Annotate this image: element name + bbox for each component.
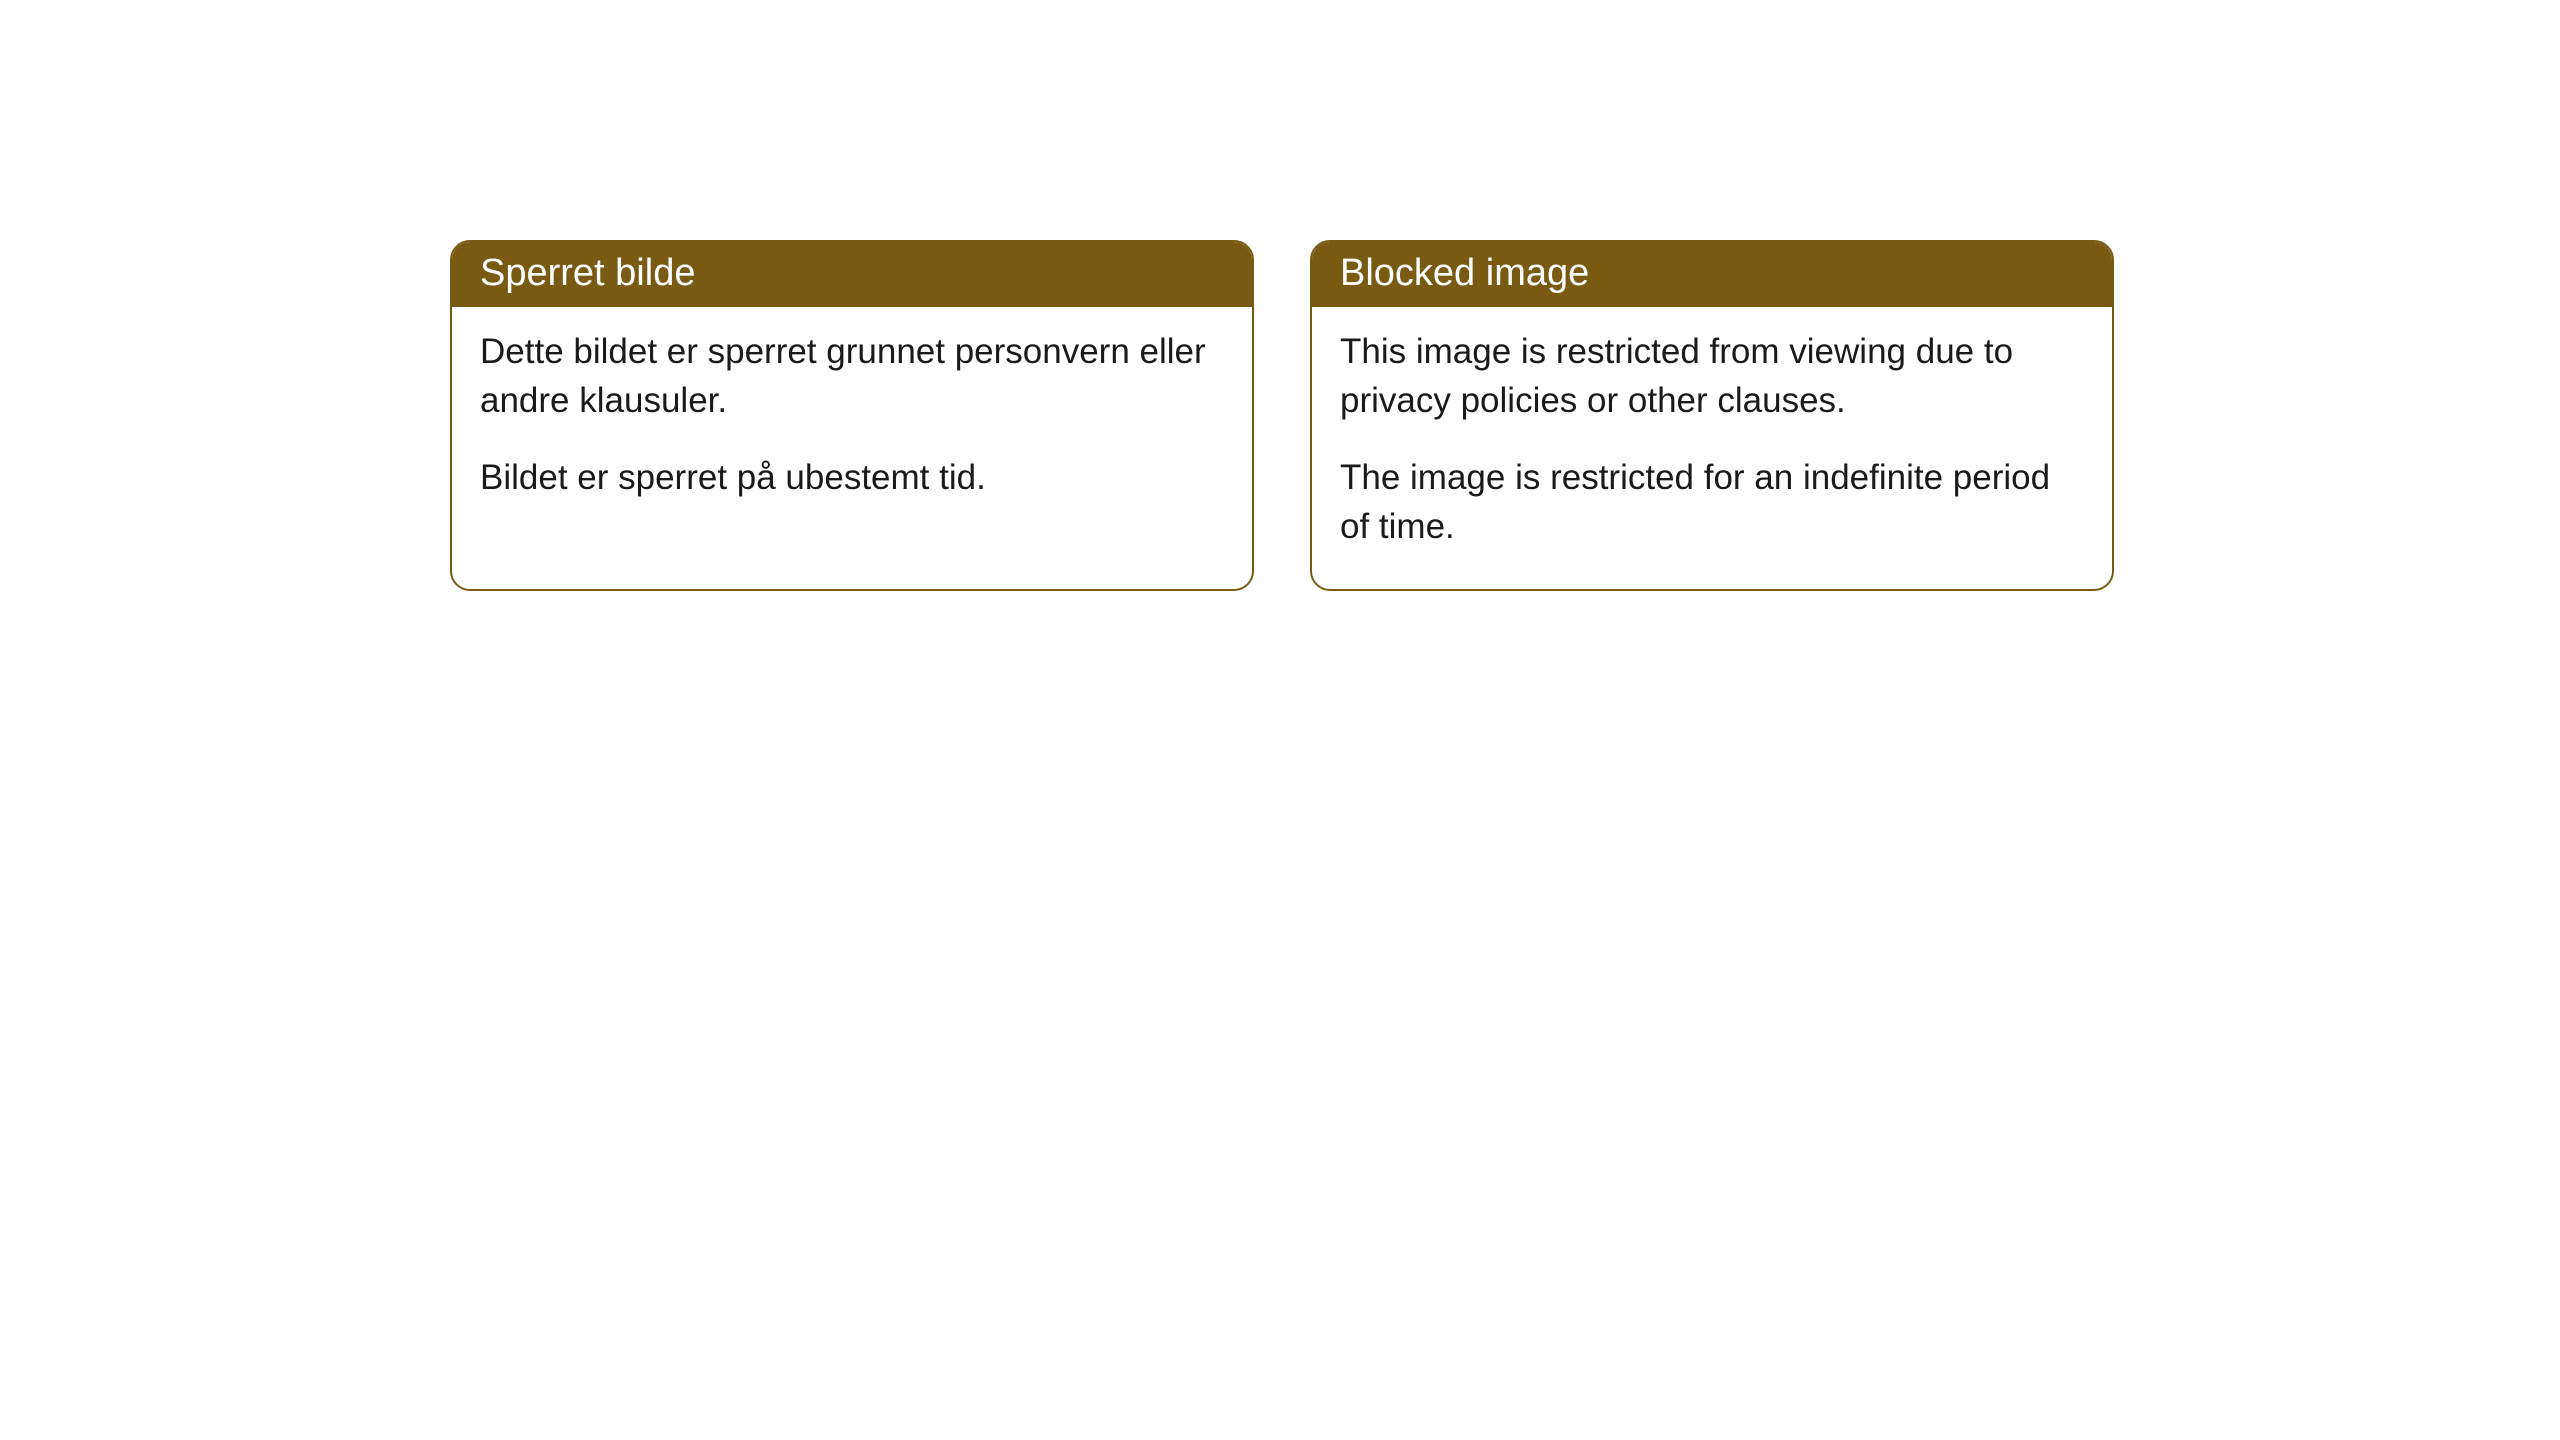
card-body: Dette bildet er sperret grunnet personve… bbox=[452, 307, 1252, 540]
card-paragraph: Bildet er sperret på ubestemt tid. bbox=[480, 453, 1224, 502]
card-header: Blocked image bbox=[1312, 242, 2112, 307]
notice-cards-container: Sperret bilde Dette bildet er sperret gr… bbox=[450, 240, 2114, 591]
card-paragraph: The image is restricted for an indefinit… bbox=[1340, 453, 2084, 551]
card-body: This image is restricted from viewing du… bbox=[1312, 307, 2112, 589]
notice-card-english: Blocked image This image is restricted f… bbox=[1310, 240, 2114, 591]
card-paragraph: Dette bildet er sperret grunnet personve… bbox=[480, 327, 1224, 425]
card-title: Blocked image bbox=[1340, 252, 1589, 294]
card-header: Sperret bilde bbox=[452, 242, 1252, 307]
notice-card-norwegian: Sperret bilde Dette bildet er sperret gr… bbox=[450, 240, 1254, 591]
card-paragraph: This image is restricted from viewing du… bbox=[1340, 327, 2084, 425]
card-title: Sperret bilde bbox=[480, 252, 695, 294]
